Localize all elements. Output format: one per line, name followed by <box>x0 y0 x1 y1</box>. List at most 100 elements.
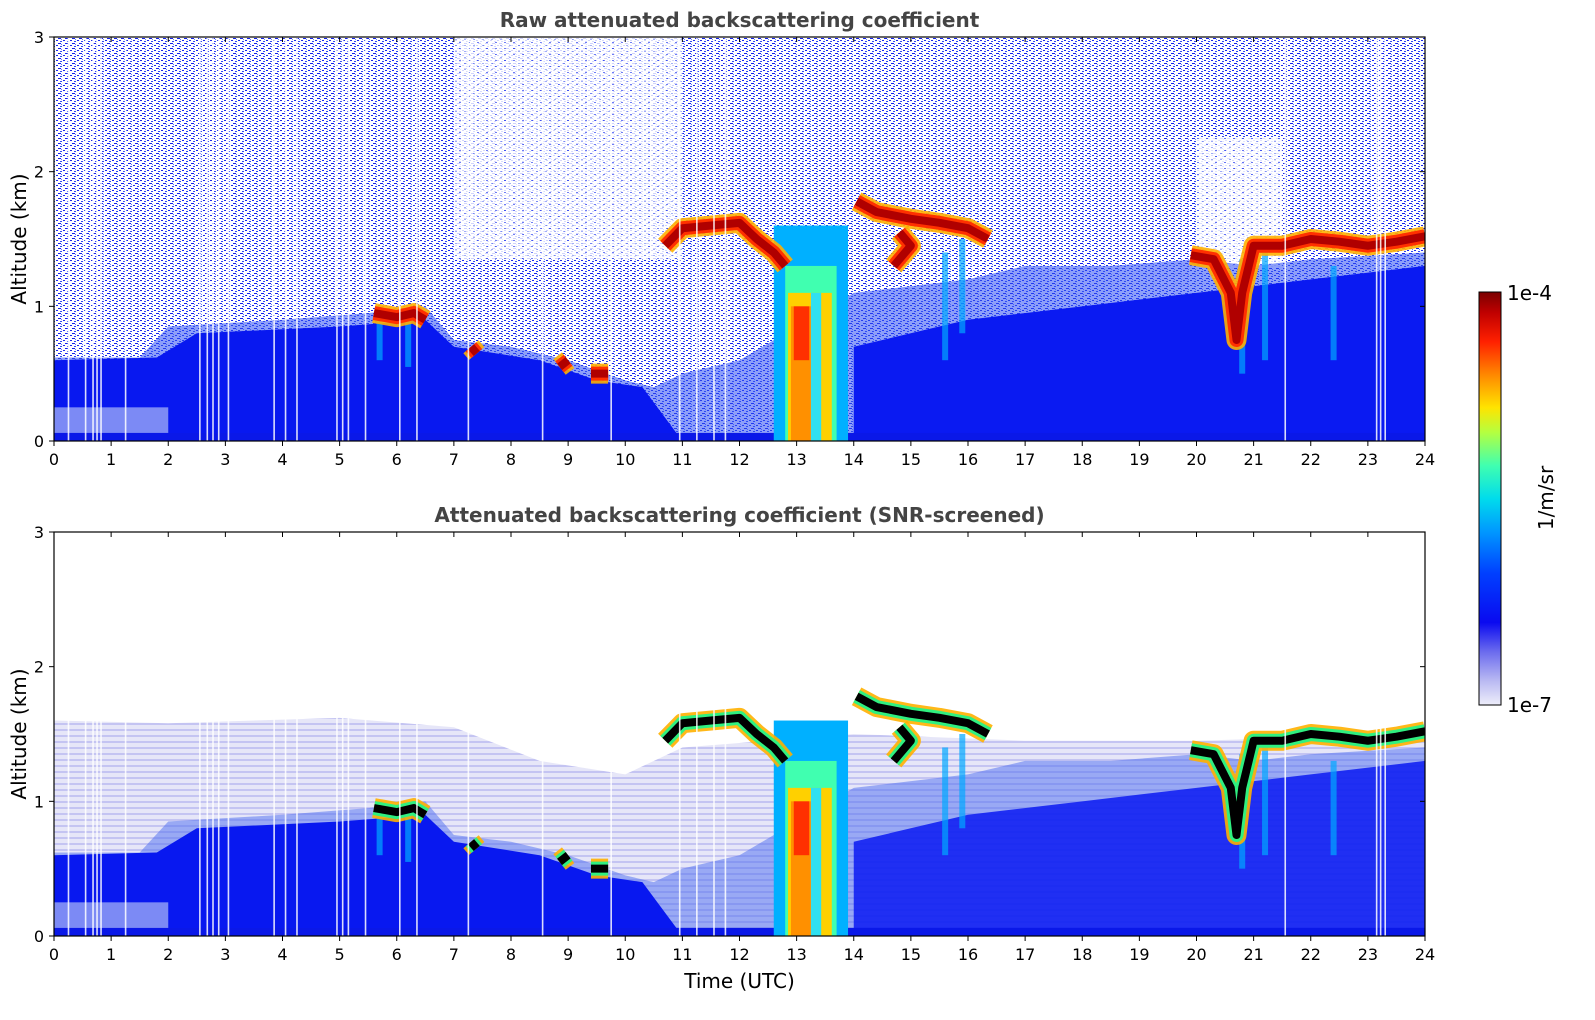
data-gap <box>199 37 201 441</box>
noise-light-region <box>453 37 683 260</box>
small-cloud <box>467 839 480 852</box>
small-cloud <box>467 344 480 357</box>
x-tick-label: 5 <box>335 945 345 964</box>
y-tick-label: 3 <box>34 28 44 47</box>
colorbar-bar <box>1478 291 1502 706</box>
y-tick-label: 0 <box>34 432 44 451</box>
data-gap <box>67 532 70 936</box>
data-gap <box>1379 37 1382 441</box>
fall-streak <box>405 808 412 862</box>
x-tick-label: 19 <box>1129 450 1149 469</box>
x-tick-label: 14 <box>844 945 864 964</box>
data-gap <box>347 532 350 936</box>
data-gap <box>610 532 612 936</box>
data-gap <box>399 532 401 936</box>
data-gap <box>284 37 287 441</box>
x-tick-label: 10 <box>615 945 635 964</box>
x-tick-label: 16 <box>958 945 978 964</box>
x-tick-label: 15 <box>901 945 921 964</box>
x-tick-label: 2 <box>163 450 173 469</box>
data-gap <box>541 532 544 936</box>
x-tick-label: 7 <box>449 945 459 964</box>
fall-streak <box>405 313 412 367</box>
small-cloud <box>557 852 571 866</box>
plot-area <box>54 532 1425 936</box>
fall-streak <box>376 306 383 361</box>
colorbar: 1e-4 1e-7 1/m/sr <box>1478 281 1558 717</box>
data-gap <box>1284 37 1287 441</box>
y-tick-label: 2 <box>34 658 44 677</box>
y-axis-label: Altitude (km) <box>7 173 31 304</box>
x-tick-label: 8 <box>506 945 516 964</box>
data-gap <box>100 37 102 441</box>
x-tick-label: 12 <box>729 945 749 964</box>
data-gap <box>227 37 230 441</box>
data-gap <box>364 532 367 936</box>
data-gap <box>217 37 220 441</box>
precipitation-band <box>810 787 822 936</box>
x-tick-label: 5 <box>335 450 345 469</box>
data-gap <box>206 532 209 936</box>
cloud-layer-2-tail <box>890 724 915 764</box>
aerosol-cloud <box>373 309 428 324</box>
y-tick-label: 0 <box>34 927 44 946</box>
cloud-layer-1 <box>662 218 789 269</box>
surface-band <box>54 407 169 435</box>
data-gap <box>467 532 470 936</box>
surface-band <box>54 902 169 930</box>
data-gap <box>696 37 698 441</box>
x-tick-label: 22 <box>1301 945 1321 964</box>
data-gap <box>212 532 214 936</box>
x-axis-label: Time (UTC) <box>683 969 795 993</box>
data-gap <box>199 532 201 936</box>
fall-streak <box>959 734 966 829</box>
x-tick-label: 17 <box>1015 450 1035 469</box>
data-gap <box>341 532 344 936</box>
x-tick-label: 2 <box>163 945 173 964</box>
x-tick-label: 24 <box>1415 945 1435 964</box>
y-tick-label: 1 <box>34 792 44 811</box>
x-tick-label: 17 <box>1015 945 1035 964</box>
colorbar-max-label: 1e-4 <box>1507 281 1552 305</box>
x-tick-label: 21 <box>1243 450 1263 469</box>
data-gap <box>212 37 214 441</box>
data-gap <box>724 37 727 441</box>
colorbar-unit-label: 1/m/sr <box>1534 465 1558 530</box>
data-gap <box>96 532 98 936</box>
data-gap <box>1384 532 1387 936</box>
fall-streak <box>1262 747 1269 856</box>
data-gap <box>1284 532 1287 936</box>
fall-streak <box>1330 760 1337 856</box>
boundary-layer-core <box>54 814 683 936</box>
x-tick-label: 12 <box>729 450 749 469</box>
fall-streak <box>1330 265 1337 361</box>
panel-title: Raw attenuated backscattering coefficien… <box>500 8 980 32</box>
data-gap <box>416 532 418 936</box>
x-tick-label: 18 <box>1072 945 1092 964</box>
fall-streak <box>376 801 383 856</box>
data-gap <box>1375 37 1378 441</box>
cloud-layer-3 <box>1190 232 1425 344</box>
x-tick-label: 1 <box>106 945 116 964</box>
x-tick-label: 0 <box>49 450 59 469</box>
data-gap <box>124 37 127 441</box>
x-tick-label: 22 <box>1301 450 1321 469</box>
data-gap <box>678 37 681 441</box>
fall-streak <box>942 747 949 856</box>
surface-layer <box>54 432 1425 441</box>
data-gap <box>92 532 94 936</box>
panel-title: Attenuated backscattering coefficient (S… <box>434 503 1044 527</box>
x-tick-label: 15 <box>901 450 921 469</box>
data-gap <box>296 532 298 936</box>
x-tick-label: 10 <box>615 450 635 469</box>
bottom-panel: 0 1 2 3 4 5 6 7 8 9 10 11 12 13 14 15 16 17 18 19 20 21 22 23 24… <box>7 503 1435 993</box>
data-gap <box>1379 532 1382 936</box>
data-gap <box>713 532 715 936</box>
data-gap <box>336 37 338 441</box>
data-gap <box>541 37 544 441</box>
colorbar-min-label: 1e-7 <box>1507 693 1552 717</box>
x-tick-label: 4 <box>277 450 287 469</box>
boundary-layer-core <box>853 760 1425 936</box>
x-tick-label: 24 <box>1415 450 1435 469</box>
x-tick-label: 3 <box>220 945 230 964</box>
